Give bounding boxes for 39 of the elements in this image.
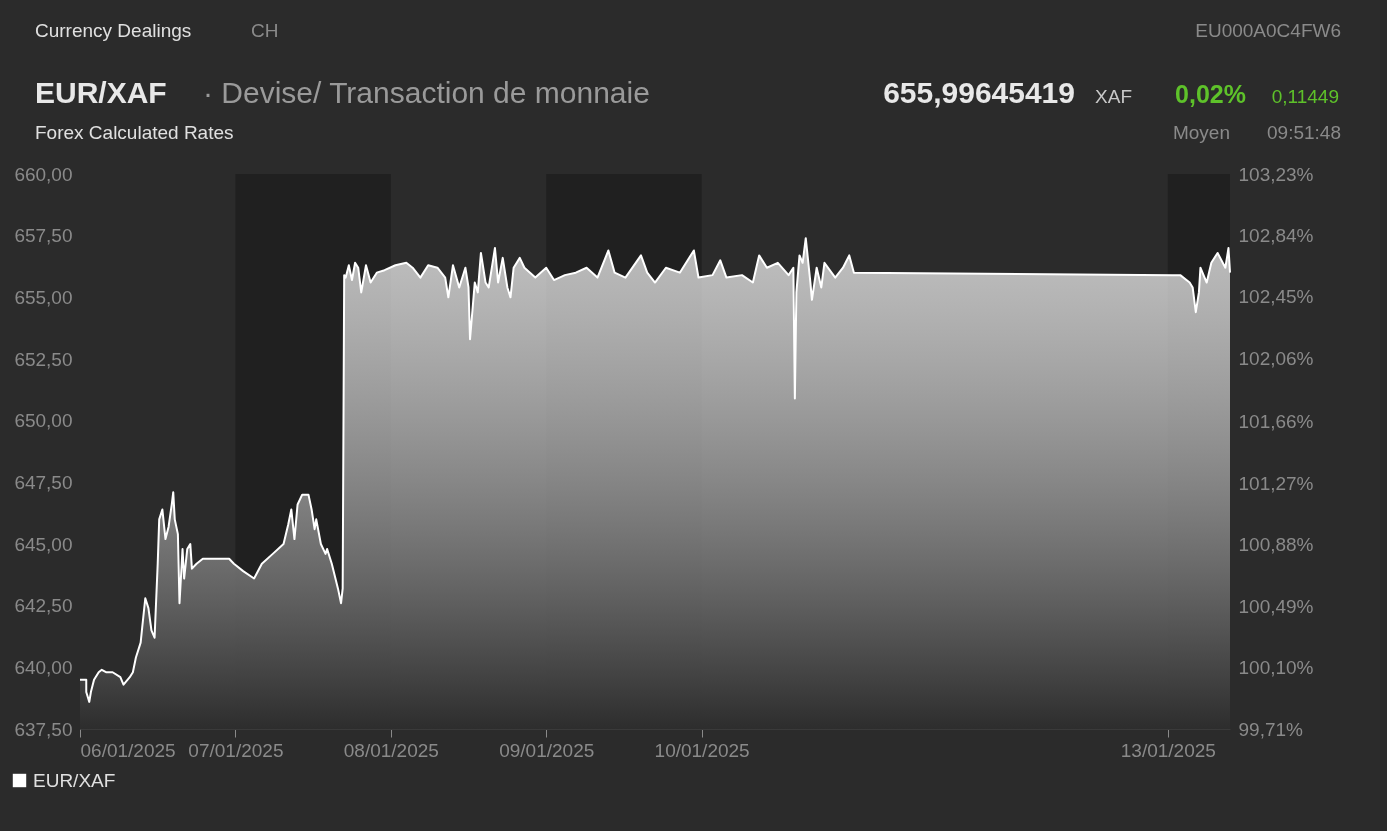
text: 655,99645419 xyxy=(883,76,1075,110)
x-tick-label: 10/01/2025 xyxy=(654,739,750,761)
legend-label: EUR/XAF xyxy=(33,769,116,791)
text: 0,11449 xyxy=(1271,86,1339,108)
text: 09:51:48 xyxy=(1267,122,1341,144)
y2-tick-label: 101,27% xyxy=(1238,472,1314,494)
text: Moyen xyxy=(1172,122,1230,144)
y2-tick-label: 100,88% xyxy=(1238,534,1314,556)
text: XAF xyxy=(1095,86,1132,108)
y-tick-label: 650,00 xyxy=(14,410,73,432)
y2-tick-label: 99,71% xyxy=(1238,718,1304,740)
y2-tick-label: 103,23% xyxy=(1238,163,1314,185)
x-tick-label: 08/01/2025 xyxy=(343,739,439,761)
y-tick-label: 657,50 xyxy=(14,225,73,247)
y2-tick-label: 101,66% xyxy=(1238,411,1314,433)
y-tick-label: 640,00 xyxy=(14,656,73,678)
x-tick-label: 09/01/2025 xyxy=(499,739,595,761)
y2-tick-label: 102,45% xyxy=(1238,286,1314,308)
x-tick-label: 13/01/2025 xyxy=(1120,739,1216,761)
y-tick-label: 660,00 xyxy=(14,163,73,185)
chart-subtitle: · Devise/ Transaction de monnaie xyxy=(203,76,650,110)
text: CH xyxy=(251,20,279,42)
text: Forex Calculated Rates xyxy=(35,122,234,144)
chart-title: EUR/XAF xyxy=(35,76,167,110)
y-tick-label: 655,00 xyxy=(14,286,73,308)
text: EU000A0C4FW6 xyxy=(1195,20,1341,42)
text: 0,02% xyxy=(1175,80,1246,109)
y-tick-label: 645,00 xyxy=(14,533,73,555)
y2-tick-label: 102,84% xyxy=(1238,224,1314,246)
text: Currency Dealings xyxy=(35,20,192,42)
y2-tick-label: 102,06% xyxy=(1238,347,1314,369)
x-tick-label: 06/01/2025 xyxy=(80,739,176,761)
y2-tick-label: 100,49% xyxy=(1238,595,1314,617)
y-tick-label: 652,50 xyxy=(14,348,73,370)
y2-tick-label: 100,10% xyxy=(1238,657,1314,679)
y-tick-label: 637,50 xyxy=(14,718,73,740)
y-tick-label: 642,50 xyxy=(14,595,73,617)
x-tick-label: 07/01/2025 xyxy=(188,739,284,761)
y-tick-label: 647,50 xyxy=(14,471,73,493)
